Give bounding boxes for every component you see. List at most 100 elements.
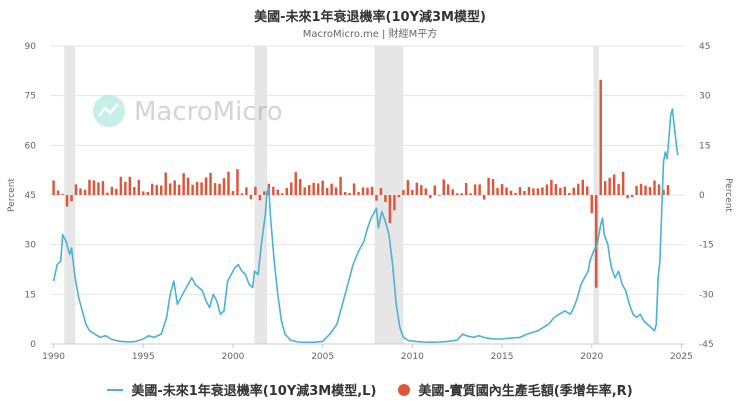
gdp-bar-60 [321, 180, 324, 195]
gdp-bar-108 [536, 188, 540, 195]
legend: 美國-未來1年衰退機率(10Y減3M模型,L) 美國-實質國內生產毛額(季增年率… [0, 380, 740, 399]
gdp-bar-22 [151, 183, 154, 195]
gdp-bar-5 [74, 184, 78, 195]
gdp-bar-56 [303, 187, 306, 195]
gdp-bar-126 [617, 184, 620, 195]
gdp-bar-18 [133, 187, 136, 195]
y-right-tick-1: -30 [699, 290, 714, 300]
gdp-bar-124 [608, 177, 611, 195]
gdp-bar-123 [603, 181, 607, 195]
x-tick-0: 1990 [42, 352, 65, 362]
gdp-bar-87 [442, 179, 445, 195]
gdp-bar-2 [61, 194, 64, 195]
legend-item-probability[interactable]: 美國-未來1年衰退機率(10Y減3M模型,L) [107, 380, 376, 399]
gdp-bar-134 [653, 180, 656, 195]
gdp-bar-59 [316, 183, 320, 195]
gdp-bar-112 [554, 184, 558, 195]
gdp-bar-119 [586, 186, 589, 195]
y-left-tick-2: 30 [25, 241, 37, 251]
gdp-bar-115 [568, 193, 571, 195]
gdp-bar-7 [83, 189, 87, 195]
gdp-bar-11 [101, 181, 105, 195]
y-left-tick-5: 75 [25, 92, 36, 102]
chart-title: 美國-未來1年衰退機率(10Y減3M模型) [254, 10, 486, 25]
gdp-bar-37 [218, 183, 221, 195]
recession-probability-line [52, 108, 679, 344]
gdp-bar-45 [254, 186, 257, 195]
legend-item-gdp[interactable]: 美國-實質國內生產毛額(季增年率,R) [398, 380, 633, 399]
gdp-bar-3 [65, 195, 69, 207]
x-tick-7: 2025 [670, 352, 693, 362]
gdp-bar-66 [348, 193, 351, 195]
gdp-bar-33 [200, 182, 203, 195]
gdp-bar-93 [469, 193, 472, 195]
gdp-bar-129 [630, 195, 634, 197]
y-left-tick-0: 0 [30, 340, 36, 350]
gdp-bar-73 [379, 188, 383, 195]
gdp-bar-49 [272, 186, 275, 195]
gdp-bar-55 [298, 179, 302, 195]
gdp-bar-83 [424, 188, 428, 195]
gdp-bar-54 [294, 172, 297, 195]
gdp-bar-97 [487, 177, 490, 195]
gdp-bar-110 [545, 184, 549, 195]
gdp-bar-82 [420, 185, 423, 195]
gdp-bar-101 [505, 187, 508, 195]
gdp-bar-117 [577, 183, 580, 195]
watermark-chart-icon [98, 103, 119, 117]
gdp-bar-40 [231, 191, 235, 195]
gdp-bar-131 [639, 183, 643, 195]
gdp-bar-61 [325, 188, 329, 195]
gdp-bar-70 [366, 187, 369, 195]
gdp-bar-133 [648, 187, 652, 195]
gdp-bar-85 [433, 185, 437, 195]
gdp-bar-20 [142, 191, 145, 195]
gdp-bar-122 [599, 79, 602, 195]
chart-canvas: MacroMicro 0 15 30 45 60 75 90 -45 -30 -15 0 15 30 45… [7, 42, 733, 362]
gdp-bar-77 [397, 195, 401, 198]
legend-dot-swatch [398, 383, 411, 396]
y-left-tick-1: 15 [25, 290, 36, 300]
y-right-tick-2: -15 [699, 241, 714, 251]
gdp-bar-125 [612, 174, 616, 195]
gdp-bar-43 [245, 187, 248, 195]
gdp-bar-38 [222, 178, 226, 195]
gdp-bar-17 [128, 176, 132, 195]
gdp-bar-1 [56, 190, 60, 195]
gdp-bar-109 [541, 187, 544, 195]
gdp-bar-107 [532, 188, 535, 195]
gdp-bar-6 [79, 188, 82, 195]
y-axis-left-label: Percent [7, 178, 17, 212]
gdp-bar-29 [182, 173, 185, 195]
gdp-bar-71 [370, 186, 374, 195]
gdp-bar-47 [263, 191, 266, 195]
watermark: MacroMicro [93, 95, 283, 127]
gdp-bar-8 [88, 179, 91, 195]
gdp-bar-74 [384, 195, 387, 202]
gdp-bar-88 [446, 184, 450, 195]
gdp-bar-25 [164, 172, 167, 195]
x-tick-6: 2020 [580, 352, 603, 362]
legend-line-swatch [107, 388, 124, 391]
gdp-bar-67 [352, 183, 356, 195]
gdp-bar-27 [173, 180, 176, 195]
gdp-bar-90 [455, 193, 459, 195]
gdp-bar-103 [514, 193, 517, 195]
gdp-bar-94 [473, 184, 477, 195]
y-axis-right-label: Percent [723, 178, 733, 212]
gdp-bar-39 [227, 171, 230, 195]
gdp-bar-19 [137, 179, 141, 195]
gdp-bar-104 [518, 187, 522, 195]
axes: 0 15 30 45 60 75 90 -45 -30 -15 0 15 30 45 1990 1995 200… [25, 42, 714, 362]
gdp-bar-0 [52, 180, 55, 195]
chart-subtitle: MacroMicro.me | 財經M平方 [302, 29, 438, 40]
x-tick-3: 2005 [311, 352, 334, 362]
gdp-bar-68 [357, 192, 360, 195]
gdp-bar-15 [119, 176, 123, 195]
gdp-bar-57 [307, 185, 311, 195]
y-right-tick-5: 30 [699, 92, 711, 102]
gdp-bar-96 [482, 195, 486, 200]
y-right-tick-4: 15 [699, 141, 710, 151]
gdp-bar-36 [213, 183, 217, 195]
gdp-bar-98 [491, 179, 495, 195]
